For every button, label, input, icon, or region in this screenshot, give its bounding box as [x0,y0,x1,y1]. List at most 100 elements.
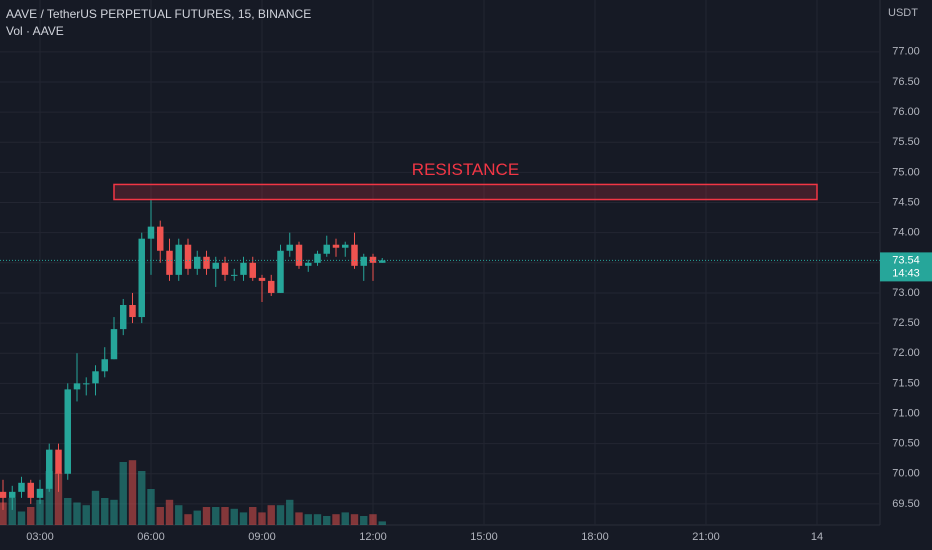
volume-bar [36,499,44,525]
volume-bar [64,498,72,525]
candle-body [194,256,201,269]
x-tick-label: 14 [811,531,823,543]
candle-body [120,304,127,330]
candle-body [138,238,145,318]
candle-body [360,256,367,266]
candle-body [286,244,293,251]
candle-body [240,262,247,275]
volume-bar [91,490,100,525]
y-axis-label: USDT [888,7,918,19]
y-tick-label: 76.50 [892,76,920,88]
candle-body [147,226,155,239]
volume-bar [0,502,7,525]
volume-bar [323,516,331,525]
candle-body [18,482,25,492]
candle-body [0,491,7,498]
candle-body [101,359,108,372]
last-price-label: 73.54 [892,254,920,266]
volume-bar [156,507,164,525]
volume-bar [184,514,192,525]
y-tick-label: 72.50 [892,317,920,329]
y-tick-label: 72.00 [892,347,920,359]
resistance-zone [113,183,818,201]
candle-body [27,482,34,498]
candle-body [166,250,173,275]
candle-body [295,244,303,266]
volume-bar [138,471,146,525]
candle-body [351,244,358,266]
candle-body [73,383,81,390]
y-tick-label: 75.50 [892,136,920,148]
volume-bar [193,510,201,525]
x-tick-label: 21:00 [692,531,720,543]
volume-bar [286,499,294,525]
x-tick-label: 09:00 [248,531,276,543]
candle-body [305,262,312,266]
candle-body [314,253,321,263]
y-tick-label: 70.50 [892,438,920,450]
volume-bar [249,507,257,525]
volume-bar [27,507,35,525]
volume-bar [202,507,211,525]
candle-body [175,244,182,275]
y-tick-label: 71.00 [892,407,920,419]
volume-bar [110,499,118,525]
candle-body [203,256,210,269]
volume-bar [276,505,285,525]
y-tick-label: 77.00 [892,46,920,58]
volume-bar [360,516,368,525]
candle-body [379,260,386,263]
candle-body [55,449,62,474]
candle-body [221,262,229,275]
x-tick-label: 15:00 [470,531,498,543]
last-price-box [880,252,932,282]
volume-bar [165,499,174,525]
y-tick-label: 76.00 [892,106,920,118]
candle-body [129,304,136,318]
chart-title: AAVE / TetherUS PERPETUAL FUTURES, 15, B… [6,7,311,21]
candle-body [9,491,16,498]
candle-body [157,226,164,251]
volume-bar [212,507,220,525]
annotation-label: RESISTANCE [412,160,519,179]
y-tick-label: 74.50 [892,196,920,208]
y-tick-label: 75.00 [892,166,920,178]
volume-bar [45,471,53,525]
candle-body [268,280,275,293]
y-tick-label: 70.00 [892,468,920,480]
y-tick-label: 73.00 [892,287,920,299]
candle-body [184,244,192,269]
volume-bar [369,514,377,525]
volume-bar [267,505,275,525]
x-tick-label: 06:00 [137,531,165,543]
candle-body [64,389,71,474]
volume-bar [82,505,90,525]
candle-body [110,329,118,360]
candle-body [249,262,256,278]
volume-bar [221,507,229,525]
volume-bar [175,505,183,525]
y-tick-label: 69.50 [892,498,920,510]
candle-body [332,244,340,248]
x-tick-label: 03:00 [26,531,54,543]
volume-bar [230,508,238,525]
volume-bar [128,460,137,525]
volume-bar [119,462,127,525]
chart-subtitle: Vol · AAVE [6,24,64,38]
candle-body [277,250,284,293]
volume-bar [313,514,322,525]
x-tick-label: 18:00 [581,531,609,543]
y-tick-label: 74.00 [892,227,920,239]
volume-bar [341,512,349,525]
candle-body [92,371,99,384]
candle-body [36,488,44,498]
volume-bar [295,512,303,525]
volume-bar [8,498,16,525]
volume-bar [332,514,340,525]
candle-body [231,274,238,276]
volume-bar [54,472,63,525]
countdown-label: 14:43 [892,267,920,279]
